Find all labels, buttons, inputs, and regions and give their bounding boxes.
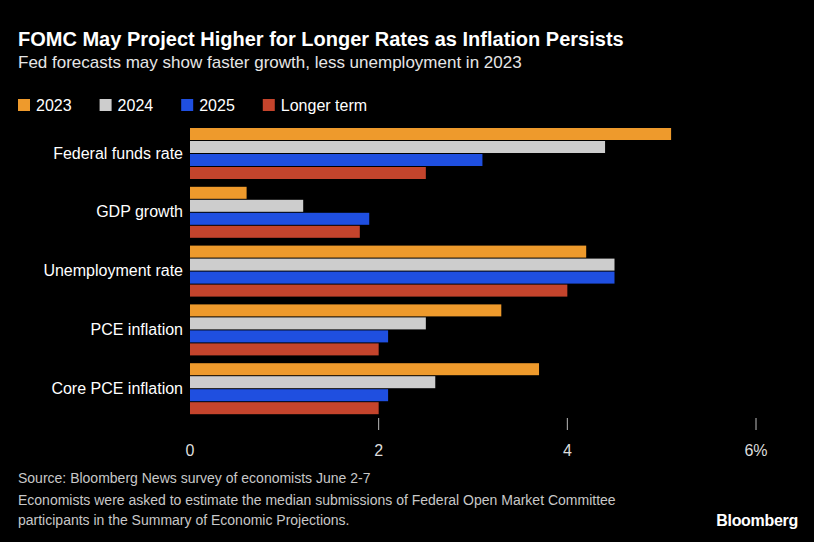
tick-label: 0 [186,442,195,459]
legend-label: 2024 [118,97,154,114]
legend-swatch [100,99,112,111]
note: Economists were asked to estimate the me… [18,490,658,530]
bar [190,330,388,342]
bar [190,213,369,225]
bar [190,226,360,238]
bar [190,154,482,166]
bar [190,167,426,179]
bar [190,246,586,258]
category-label: Federal funds rate [53,145,183,162]
tick-label: 4 [563,442,572,459]
legend-label: Longer term [281,97,367,114]
category-label: Unemployment rate [43,262,183,279]
chart: 2023 2024 2025 Longer term Federal funds rat… [0,0,814,542]
legend-item: 2025 [181,97,235,114]
source: Source: Bloomberg News survey of economi… [18,470,371,486]
logo: Bloomberg [716,512,798,530]
bar [190,285,567,297]
legend-label: 2023 [36,97,72,114]
bar [190,200,303,212]
bars [190,128,671,414]
tick-mark [567,418,568,430]
bar [190,389,388,401]
tick-label: 6% [744,442,767,459]
bar [190,272,615,284]
bar [190,187,247,199]
bar [190,376,435,388]
category-label: GDP growth [96,203,183,220]
bar [190,304,501,316]
legend-label: 2025 [199,97,235,114]
bar [190,128,671,140]
tick-label: 2 [374,442,383,459]
tick-mark [378,418,379,430]
tick-mark [756,418,757,430]
legend-swatch [181,99,193,111]
bar [190,259,615,271]
bar [190,343,379,355]
legend-item: Longer term [263,97,367,114]
subtitle: Fed forecasts may show faster growth, le… [18,53,522,73]
title: FOMC May Project Higher for Longer Rates… [18,28,624,51]
legend-swatch [263,99,275,111]
bar [190,402,379,414]
legend-swatch [18,99,30,111]
category-label: Core PCE inflation [51,380,183,397]
bar [190,141,605,153]
bar [190,317,426,329]
legend-item: 2023 [18,97,72,114]
legend-item: 2024 [100,97,154,114]
category-label: PCE inflation [91,321,184,338]
bar [190,363,539,375]
